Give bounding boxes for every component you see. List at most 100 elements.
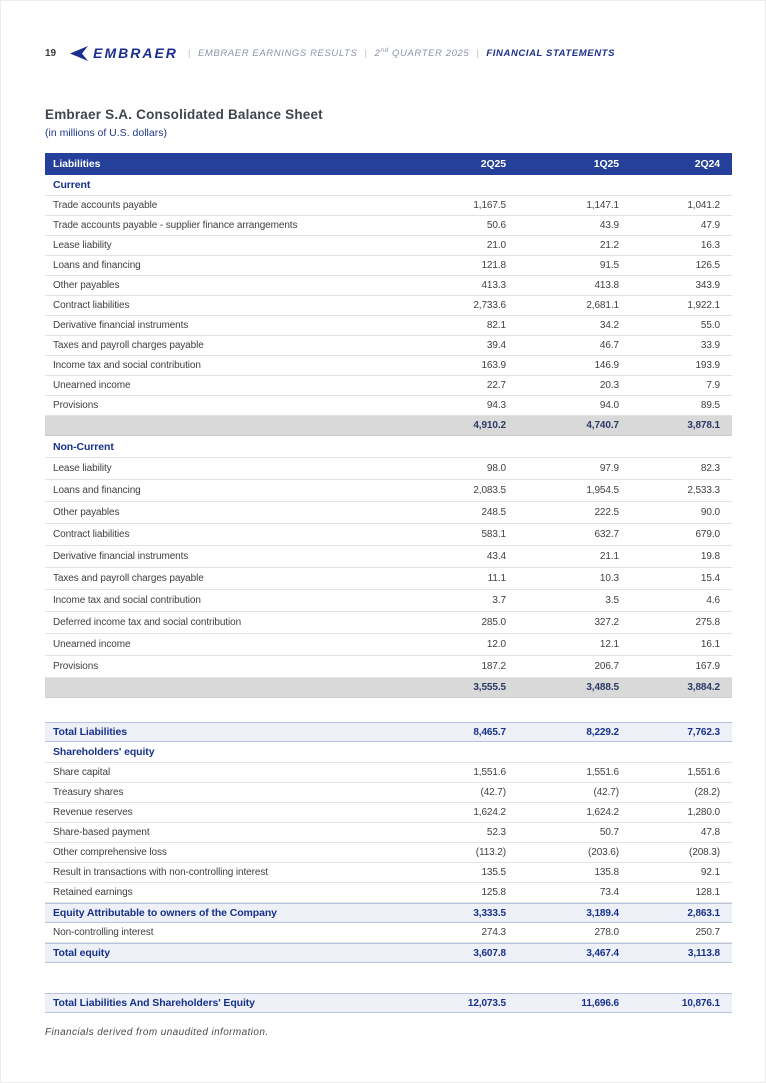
value-2q24: (208.3) [689, 847, 720, 858]
value-2q24: 3,884.2 [687, 682, 720, 693]
value-1q25: 97.9 [599, 463, 619, 474]
table-row: Other comprehensive loss (113.2) (203.6) (2… [45, 843, 732, 863]
table-row: Trade accounts payable 1,167.5 1,147.1 1,04… [45, 196, 732, 216]
header-separator: | [364, 48, 368, 60]
value-2q24: 47.9 [700, 220, 720, 231]
value-2q24: 19.8 [700, 551, 720, 562]
page-title: Embraer S.A. Consolidated Balance Sheet [45, 107, 323, 122]
header-earnings-results: EMBRAER EARNINGS RESULTS [197, 48, 358, 60]
value-1q25: 34.2 [599, 320, 619, 331]
value-2q25: 1,624.2 [473, 807, 506, 818]
current-subtotal-row: 4,910.2 4,740.7 3,878.1 [45, 416, 732, 436]
value-1q25: 2,681.1 [586, 300, 619, 311]
value-2q24: 2,533.3 [687, 485, 720, 496]
value-2q25: 125.8 [481, 887, 506, 898]
value-1q25: 4,740.7 [586, 420, 619, 431]
row-label: Taxes and payroll charges payable [53, 573, 204, 584]
header-financial-statements: FINANCIAL STATEMENTS [486, 48, 616, 60]
value-1q25: 91.5 [599, 260, 619, 271]
value-1q25: 11,696.6 [581, 997, 619, 1009]
value-1q25: 21.2 [599, 240, 619, 251]
value-2q24: 3,878.1 [687, 420, 720, 431]
value-2q24: 128.1 [695, 887, 720, 898]
value-2q25: 21.0 [486, 240, 506, 251]
value-2q25: 413.3 [481, 280, 506, 291]
row-label: Treasury shares [53, 787, 124, 798]
value-2q24: 1,551.6 [687, 767, 720, 778]
value-2q24: 33.9 [700, 340, 720, 351]
header-separator: | [476, 48, 480, 60]
value-2q25: 39.4 [486, 340, 506, 351]
value-2q24: 126.5 [695, 260, 720, 271]
value-2q24: 16.3 [700, 240, 720, 251]
value-2q25: 11.1 [487, 573, 506, 584]
value-2q25: 50.6 [486, 220, 506, 231]
column-header-2q25: 2Q25 [480, 158, 506, 170]
table-row: Result in transactions with non-controll… [45, 863, 732, 883]
row-label: Contract liabilities [53, 300, 130, 311]
table-row: Lease liability 21.0 21.2 16.3 [45, 236, 732, 256]
value-1q25: 43.9 [599, 220, 619, 231]
value-2q25: 1,167.5 [473, 200, 506, 211]
value-2q25: 274.3 [481, 927, 506, 938]
row-label: Provisions [53, 400, 99, 411]
table-row: Taxes and payroll charges payable 11.1 10.… [45, 568, 732, 590]
row-label: Share capital [53, 767, 111, 778]
row-label: Derivative financial instruments [53, 320, 189, 331]
table-row: Income tax and social contribution 163.9 1… [45, 356, 732, 376]
row-label: Other payables [53, 280, 120, 291]
value-1q25: 94.0 [599, 400, 619, 411]
section-header-current: Current [45, 175, 732, 196]
value-2q24: 167.9 [695, 661, 720, 672]
value-2q25: 3.7 [492, 595, 506, 606]
value-2q24: 679.0 [695, 529, 720, 540]
value-2q24: 47.8 [700, 827, 720, 838]
value-1q25: 20.3 [599, 380, 619, 391]
table-row: Deferred income tax and social contribut… [45, 612, 732, 634]
value-2q25: 98.0 [486, 463, 506, 474]
value-2q25: 248.5 [481, 507, 506, 518]
section-gap [45, 963, 732, 993]
value-1q25: 3,189.4 [586, 907, 619, 919]
table-row: Income tax and social contribution 3.7 3.5… [45, 590, 732, 612]
value-2q24: 16.1 [700, 639, 720, 650]
value-1q25: 50.7 [599, 827, 619, 838]
value-2q25: 4,910.2 [473, 420, 506, 431]
value-2q24: 92.1 [700, 867, 720, 878]
column-header-liabilities: Liabilities [53, 158, 101, 170]
value-1q25: 1,624.2 [586, 807, 619, 818]
row-label: Revenue reserves [53, 807, 133, 818]
row-label: Result in transactions with non-controll… [53, 867, 268, 878]
page-subtitle: (in millions of U.S. dollars) [45, 127, 167, 139]
value-2q25: (113.2) [475, 847, 506, 858]
non-current-subtotal-row: 3,555.5 3,488.5 3,884.2 [45, 678, 732, 698]
value-2q25: 52.3 [486, 827, 506, 838]
value-2q24: 55.0 [700, 320, 720, 331]
value-2q25: 1,551.6 [473, 767, 506, 778]
table-row: Revenue reserves 1,624.2 1,624.2 1,280.0 [45, 803, 732, 823]
table-row: Derivative financial instruments 82.1 34.2… [45, 316, 732, 336]
value-2q25: (42.7) [480, 787, 506, 798]
value-1q25: 146.9 [594, 360, 619, 371]
value-1q25: (203.6) [588, 847, 619, 858]
embraer-arrow-icon [70, 45, 89, 61]
value-1q25: 278.0 [594, 927, 619, 938]
value-2q24: 4.6 [706, 595, 720, 606]
header-quarter: 2nd QUARTER 2025 [374, 46, 470, 60]
table-row: Treasury shares (42.7) (42.7) (28.2) [45, 783, 732, 803]
row-label: Deferred income tax and social contribut… [53, 617, 242, 628]
row-label: Income tax and social contribution [53, 595, 201, 606]
value-2q24: 10,876.1 [681, 997, 720, 1009]
section-header-non-current: Non-Current [45, 436, 732, 458]
equity-attributable-row: Equity Attributable to owners of the Com… [45, 903, 732, 923]
value-1q25: 327.2 [594, 617, 619, 628]
page-header: 19 EMBRAER | EMBRAER EARNINGS RESULTS | … [45, 45, 730, 61]
value-2q25: 3,333.5 [473, 907, 506, 919]
row-label: Loans and financing [53, 260, 141, 271]
value-2q25: 135.5 [481, 867, 506, 878]
total-liabilities-and-equity-row: Total Liabilities And Shareholders' Equi… [45, 993, 732, 1013]
value-2q24: 1,041.2 [687, 200, 720, 211]
value-2q24: 343.9 [695, 280, 720, 291]
value-2q25: 583.1 [481, 529, 506, 540]
